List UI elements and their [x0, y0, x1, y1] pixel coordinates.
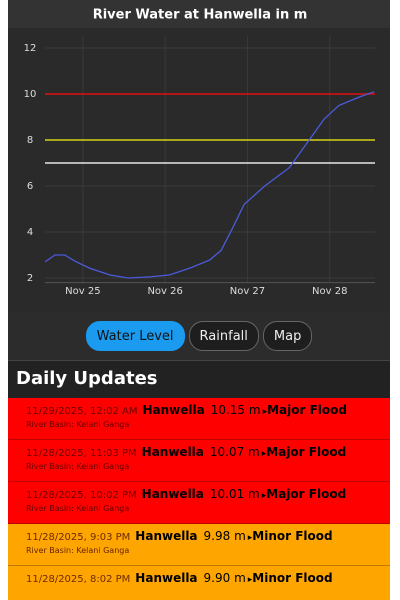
- x-tick-label: Nov 28: [312, 286, 347, 297]
- flood-status: Major Flood: [262, 445, 346, 459]
- tab-button[interactable]: Water Level: [85, 321, 185, 351]
- flood-status: Major Flood: [263, 403, 347, 417]
- station-name: Hanwella: [141, 445, 204, 459]
- water-level: 10.01 m: [209, 487, 260, 501]
- chart-panel: [8, 0, 390, 312]
- station-name: Hanwella: [135, 571, 198, 585]
- update-line: 11/28/2025, 10:02 PM Hanwella 10.01 mMajor…: [26, 487, 390, 501]
- tab-button[interactable]: Rainfall: [188, 321, 259, 351]
- river-basin: River Basin: Kelani Ganga: [26, 546, 130, 555]
- river-basin: River Basin: Kelani Ganga: [26, 462, 130, 471]
- update-row[interactable]: 11/28/2025, 10:02 PM Hanwella 10.01 mMajor…: [8, 482, 390, 524]
- x-tick-label: Nov 26: [147, 286, 182, 297]
- update-time: 11/29/2025, 12:02 AM: [26, 406, 138, 417]
- x-tick-label: Nov 27: [230, 286, 265, 297]
- series-line: [44, 91, 375, 279]
- y-tick-label: 8: [27, 135, 33, 146]
- update-line: 11/28/2025, 8:02 PM Hanwella 9.90 mMinor F…: [26, 571, 390, 585]
- flood-status: Minor Flood: [248, 529, 333, 543]
- y-tick-label: 4: [27, 227, 33, 238]
- update-row[interactable]: 11/28/2025, 11:03 PM Hanwella 10.07 mMajor…: [8, 440, 390, 482]
- x-tick-label: Nov 25: [65, 286, 100, 297]
- water-level: 10.15 m: [210, 403, 261, 417]
- update-row[interactable]: 11/29/2025, 12:02 AM Hanwella 10.15 mMajor…: [8, 398, 390, 440]
- update-time: 11/28/2025, 8:02 PM: [26, 574, 131, 585]
- y-tick-label: 6: [27, 181, 33, 192]
- river-basin: River Basin: Kelani Ganga: [26, 504, 130, 513]
- update-time: 11/28/2025, 10:02 PM: [26, 490, 137, 501]
- chart-title: River Water at Hanwella in m: [93, 8, 308, 23]
- water-level: 10.07 m: [209, 445, 260, 459]
- update-time: 11/28/2025, 11:03 PM: [26, 448, 137, 459]
- station-name: Hanwella: [135, 529, 198, 543]
- app: River Water at Hanwella in m 2 4 6 8 10 12 Nov…: [8, 0, 390, 600]
- title-bar: [8, 0, 390, 28]
- flood-status: Major Flood: [262, 487, 346, 501]
- update-line: 11/28/2025, 11:03 PM Hanwella 10.07 mMajor…: [26, 445, 390, 459]
- tab-button[interactable]: Map: [262, 321, 313, 351]
- tab-bar: Water Level Rainfall Map: [8, 312, 390, 361]
- update-row[interactable]: 11/28/2025, 9:03 PM Hanwella 9.98 mMinor F…: [8, 524, 390, 566]
- water-level: 9.90 m: [203, 571, 246, 585]
- update-line: 11/29/2025, 12:02 AM Hanwella 10.15 mMajor…: [26, 403, 390, 417]
- flood-status: Minor Flood: [248, 571, 333, 585]
- water-level: 9.98 m: [203, 529, 246, 543]
- station-name: Hanwella: [141, 487, 204, 501]
- y-tick-label: 2: [27, 273, 33, 284]
- river-basin: River Basin: Kelani Ganga: [26, 420, 130, 429]
- station-name: Hanwella: [142, 403, 205, 417]
- update-row[interactable]: 11/28/2025, 8:02 PM Hanwella 9.90 mMinor F…: [8, 566, 390, 600]
- y-tick-label: 10: [24, 89, 37, 100]
- update-line: 11/28/2025, 9:03 PM Hanwella 9.98 mMinor F…: [26, 529, 390, 543]
- section-title: Daily Updates: [16, 368, 158, 389]
- update-time: 11/28/2025, 9:03 PM: [26, 532, 131, 543]
- chart: River Water at Hanwella in m 2 4 6 8 10 12 Nov…: [8, 0, 390, 312]
- y-tick-label: 12: [24, 43, 37, 54]
